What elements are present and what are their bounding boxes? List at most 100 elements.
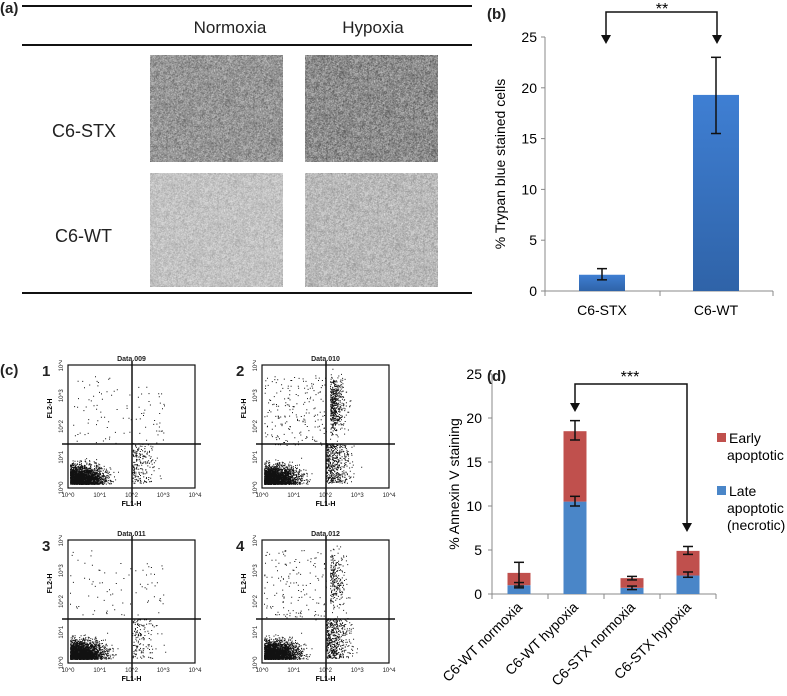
y-tick-label: 10^1 <box>253 450 259 463</box>
flow-plot-title: Data.009 <box>117 356 146 363</box>
y-tick-label: 10^0 <box>59 656 65 669</box>
legend-label: apoptotic <box>727 500 784 516</box>
micrograph-c6-wt-hypoxia <box>305 173 438 287</box>
significance-stars: *** <box>621 369 640 386</box>
y-axis-label: FL2-H <box>241 399 248 419</box>
y-tick-label: 10^2 <box>253 419 259 432</box>
table-header-rule <box>22 44 472 46</box>
row-label-c6-stx: C6-STX <box>52 121 117 141</box>
x-tick-label: 10^3 <box>157 493 170 499</box>
bar-segment <box>676 575 700 594</box>
y-tick-label: 5 <box>474 542 482 558</box>
y-tick-label: 10^2 <box>253 594 259 607</box>
y-tick-label: 10^4 <box>59 535 65 546</box>
flow-plot-number: 1 <box>42 363 51 380</box>
scatter-events <box>70 550 167 660</box>
scatter-events <box>264 545 358 660</box>
y-tick-label: 5 <box>529 232 537 248</box>
x-tick-label: C6-WT <box>694 302 739 318</box>
y-tick-label: 10^1 <box>59 450 65 463</box>
y-tick-label: 10 <box>466 498 482 514</box>
y-tick-label: 10^4 <box>253 360 259 371</box>
flow-plot-title: Data.011 <box>117 531 146 538</box>
x-tick-label: 10^1 <box>93 668 106 674</box>
flow-scatter-plot: 10^010^0 10^1 10^1 10^2 10^2 10^3 10^3 10^4 10^4… <box>47 360 202 508</box>
y-tick-label: 10^0 <box>253 481 259 494</box>
x-tick-label: 10^2 <box>319 493 332 499</box>
y-tick-label: 0 <box>529 283 537 299</box>
micrograph-c6-stx-normoxia <box>150 55 283 162</box>
y-tick-label: 0 <box>474 586 482 602</box>
panel-a-label: (a) <box>0 0 19 17</box>
significance-bracket <box>605 11 718 42</box>
y-axis-label: % Trypan blue stained cells <box>492 79 508 249</box>
chart-trypan-blue: 0 5 10 15 20 25 % Trypan blue stained cells C6-… <box>492 1 774 318</box>
y-axis-label: % Annexin V staining <box>446 418 462 550</box>
significance-stars: ** <box>656 1 668 18</box>
y-tick-label: 10^1 <box>253 625 259 638</box>
y-tick-label: 20 <box>521 80 537 96</box>
bar-segment <box>507 585 531 594</box>
x-tick-label: 10^0 <box>62 668 75 674</box>
x-tick-label: 10^3 <box>351 493 364 499</box>
x-tick-label: 10^0 <box>62 493 75 499</box>
bar <box>579 274 625 291</box>
bar-segment <box>563 501 587 594</box>
bar-segment <box>620 587 644 594</box>
x-tick-label: 10^1 <box>287 493 300 499</box>
row-label-c6-wt: C6-WT <box>55 226 112 246</box>
y-tick-label: 10^3 <box>253 389 259 402</box>
y-axis-label: FL2-H <box>241 574 248 594</box>
x-axis-label: FL1-H <box>316 501 336 508</box>
y-tick-label: 10^3 <box>253 564 259 577</box>
y-tick-label: 10^0 <box>59 481 65 494</box>
table-bottom-rule <box>22 292 472 294</box>
x-tick-label: C6-STX <box>577 302 627 318</box>
column-header-hypoxia: Hypoxia <box>342 18 404 37</box>
arrow-head <box>570 403 580 412</box>
x-axis-label: FL1-H <box>122 501 142 508</box>
panel-c-label: (c) <box>0 362 19 379</box>
y-axis-label: FL2-H <box>47 399 54 419</box>
y-tick-label: 25 <box>521 29 537 45</box>
x-tick-label: 10^1 <box>287 668 300 674</box>
y-tick-label: 10^3 <box>59 389 65 402</box>
flow-plot-title: Data.010 <box>311 356 340 363</box>
flow-plot-number: 4 <box>236 538 245 555</box>
bar-segment <box>563 431 587 502</box>
micrograph-c6-wt-normoxia <box>150 173 283 287</box>
legend-label: Late <box>729 483 756 499</box>
x-tick-label: 10^4 <box>383 668 396 674</box>
scatter-events <box>264 368 363 485</box>
x-axis-label: FL1-H <box>122 676 142 683</box>
x-tick-label: 10^2 <box>125 493 138 499</box>
panel-d-label: (d) <box>487 368 507 385</box>
x-tick-label: 10^3 <box>351 668 364 674</box>
bar-segment <box>620 578 644 588</box>
y-axis-label: FL2-H <box>47 574 54 594</box>
y-tick-label: 10^3 <box>59 564 65 577</box>
y-tick-label: 10^1 <box>59 625 65 638</box>
y-tick-label: 25 <box>466 366 482 382</box>
y-tick-label: 10^0 <box>253 656 259 669</box>
flow-scatter-plot: 10^010^0 10^1 10^1 10^2 10^2 10^3 10^3 10^4 10^4… <box>47 535 202 683</box>
x-axis-label: FL1-H <box>316 676 336 683</box>
flow-scatter-plot: 10^010^0 10^1 10^1 10^2 10^2 10^3 10^3 10^4 10^4… <box>241 360 396 508</box>
y-tick-label: 10^4 <box>59 360 65 371</box>
x-tick-label: 10^3 <box>157 668 170 674</box>
legend-label: apoptotic <box>727 447 784 463</box>
x-tick-label: 10^2 <box>125 668 138 674</box>
scatter-events <box>70 376 165 485</box>
y-tick-label: 10 <box>521 181 537 197</box>
y-tick-label: 20 <box>466 410 482 426</box>
x-tick-label: 10^2 <box>319 668 332 674</box>
x-tick-label: 10^4 <box>189 493 202 499</box>
legend-swatch <box>717 486 726 495</box>
x-tick-label: 10^4 <box>383 493 396 499</box>
arrow-head <box>682 523 692 532</box>
arrow-head <box>601 35 611 44</box>
arrow-head <box>712 35 722 44</box>
micrograph-c6-stx-hypoxia <box>305 55 438 162</box>
